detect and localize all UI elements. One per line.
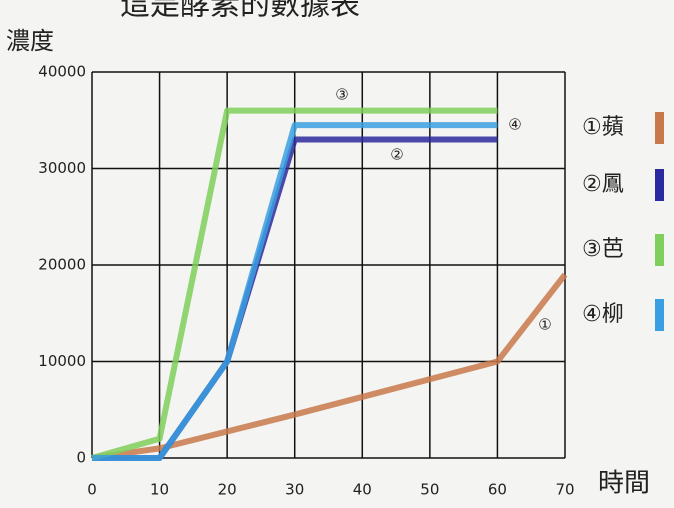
legend-label: ①蘋 [582,115,624,140]
y-tick-label: 30000 [38,159,86,177]
x-tick-label: 20 [218,481,237,499]
legend-swatch [655,112,664,144]
y-tick-label: 0 [76,449,86,467]
chart-title: 這是酵素的數據表 [120,0,360,23]
series-annotation: ③ [335,86,348,104]
legend-label: ③芭 [582,237,624,262]
legend-label: ②鳳 [582,172,624,197]
legend-swatch [655,169,664,201]
x-tick-label: 70 [555,481,574,499]
y-axis-label: 濃度 [6,27,54,55]
series-annotation: ② [390,146,403,164]
x-tick-label: 40 [353,481,372,499]
y-tick-label: 20000 [38,256,86,274]
series-annotation: ④ [508,116,521,134]
legend-label: ④柳 [582,302,624,327]
x-tick-label: 50 [420,481,439,499]
x-tick-label: 0 [87,481,97,499]
x-tick-label: 30 [285,481,304,499]
x-tick-label: 10 [150,481,169,499]
x-axis-label: 時間 [598,469,650,499]
series-annotation: ① [538,316,551,334]
legend-swatch [655,299,664,331]
y-tick-label: 10000 [38,352,86,370]
y-tick-label: 40000 [38,63,86,81]
chart: 這是酵素的數據表 濃度 時間 0 10000 20000 30000 40000 0 10 2… [0,0,674,508]
x-tick-label: 60 [488,481,507,499]
legend-swatch [655,234,664,266]
